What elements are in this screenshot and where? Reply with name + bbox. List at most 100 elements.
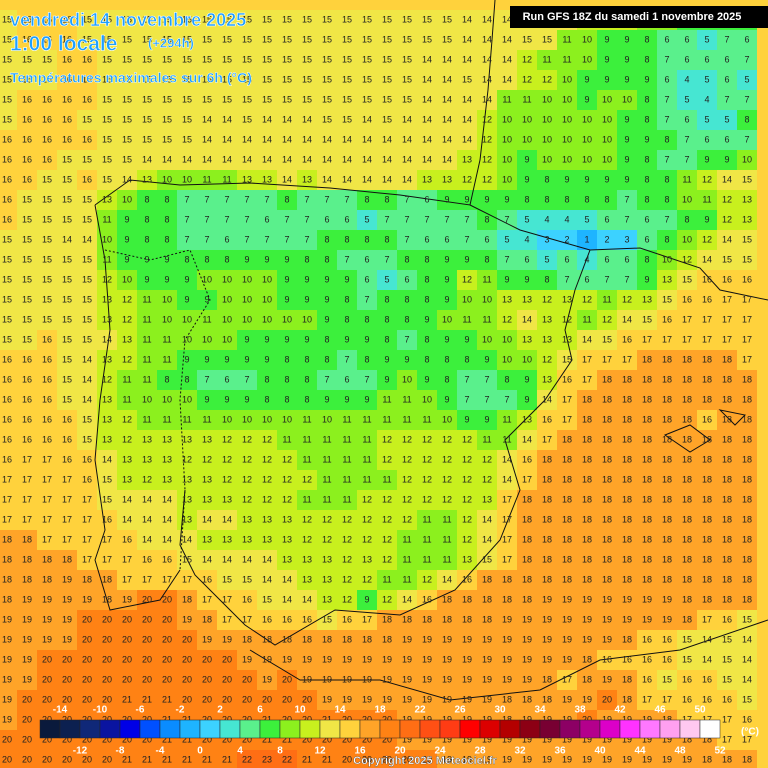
cell <box>477 250 497 270</box>
value-label: 7 <box>404 234 409 244</box>
cell <box>417 430 437 450</box>
value-label: 6 <box>224 374 229 384</box>
cell <box>497 190 517 210</box>
cell <box>277 390 297 410</box>
cell <box>577 30 597 50</box>
cell <box>657 290 677 310</box>
cell <box>557 290 577 310</box>
value-label: 14 <box>282 574 292 584</box>
legend-box <box>519 719 541 739</box>
value-label: 8 <box>644 54 649 64</box>
value-label: 11 <box>562 34 571 44</box>
cell <box>0 70 17 90</box>
value-label: 10 <box>422 394 432 404</box>
cell <box>377 10 397 30</box>
value-label: 14 <box>222 154 232 164</box>
value-label: 20 <box>262 694 272 704</box>
value-label: 12 <box>462 474 472 484</box>
cell <box>97 170 117 190</box>
value-label: 15 <box>482 554 492 564</box>
value-label: 13 <box>102 294 112 304</box>
value-label: 14 <box>102 454 112 464</box>
value-label: 7 <box>484 374 489 384</box>
cell <box>297 410 317 430</box>
cell <box>697 70 717 90</box>
value-label: 13 <box>102 354 112 364</box>
value-label: 15 <box>42 214 52 224</box>
value-label: 14 <box>322 134 332 144</box>
cell <box>377 250 397 270</box>
value-label: 16 <box>602 654 612 664</box>
value-label: 17 <box>642 334 652 344</box>
cell <box>297 110 317 130</box>
value-label: 8 <box>304 254 309 264</box>
value-label: 14 <box>742 634 752 644</box>
cell <box>697 30 717 50</box>
cell <box>317 330 337 350</box>
value-label: 16 <box>2 354 12 364</box>
value-label: 14 <box>502 54 512 64</box>
value-label: 15 <box>102 494 112 504</box>
cell <box>137 250 157 270</box>
cell <box>617 390 637 410</box>
cell <box>657 410 677 430</box>
value-label: 15 <box>362 74 372 84</box>
value-label: 12 <box>522 74 532 84</box>
cell <box>137 270 157 290</box>
value-label: 18 <box>742 434 752 444</box>
value-label: 18 <box>722 514 732 524</box>
cell <box>437 450 457 470</box>
value-label: 13 <box>102 414 112 424</box>
value-label: 12 <box>382 594 392 604</box>
value-label: 10 <box>102 234 112 244</box>
value-label: 20 <box>102 694 112 704</box>
cell <box>237 310 257 330</box>
cell <box>597 110 617 130</box>
value-label: 12 <box>262 474 272 484</box>
value-label: 15 <box>142 134 152 144</box>
cell <box>657 130 677 150</box>
value-label: 18 <box>622 434 632 444</box>
cell <box>577 450 597 470</box>
value-label: 15 <box>202 34 212 44</box>
cell <box>697 110 717 130</box>
value-label: 15 <box>722 254 732 264</box>
value-label: 7 <box>684 154 689 164</box>
value-label: 16 <box>702 294 712 304</box>
cell <box>377 190 397 210</box>
value-label: 14 <box>402 154 412 164</box>
cell <box>477 290 497 310</box>
cell <box>0 10 17 30</box>
value-label: 8 <box>424 254 429 264</box>
value-label: 15 <box>682 634 692 644</box>
cell <box>657 150 677 170</box>
cell <box>677 110 697 130</box>
value-label: 15 <box>282 94 292 104</box>
cell <box>177 30 197 50</box>
value-label: 14 <box>182 534 192 544</box>
value-label: 13 <box>742 194 752 204</box>
value-label: 7 <box>204 214 209 224</box>
value-label: 9 <box>244 394 249 404</box>
value-label: 20 <box>282 674 292 684</box>
value-label: 9 <box>284 254 289 264</box>
value-label: 14 <box>302 134 312 144</box>
cell <box>397 70 417 90</box>
cell <box>477 190 497 210</box>
legend-box <box>659 719 681 739</box>
cell <box>117 450 137 470</box>
value-label: 15 <box>682 274 692 284</box>
value-label: 13 <box>162 474 172 484</box>
value-label: 18 <box>722 394 732 404</box>
value-label: 10 <box>242 274 252 284</box>
legend-label: 4 <box>237 746 243 757</box>
value-label: 13 <box>502 294 512 304</box>
cell <box>457 290 477 310</box>
cell <box>397 110 417 130</box>
cell <box>497 330 517 350</box>
value-label: 13 <box>202 434 212 444</box>
value-label: 12 <box>462 534 472 544</box>
value-label: 12 <box>342 514 352 524</box>
cell <box>317 290 337 310</box>
value-label: 12 <box>542 354 552 364</box>
